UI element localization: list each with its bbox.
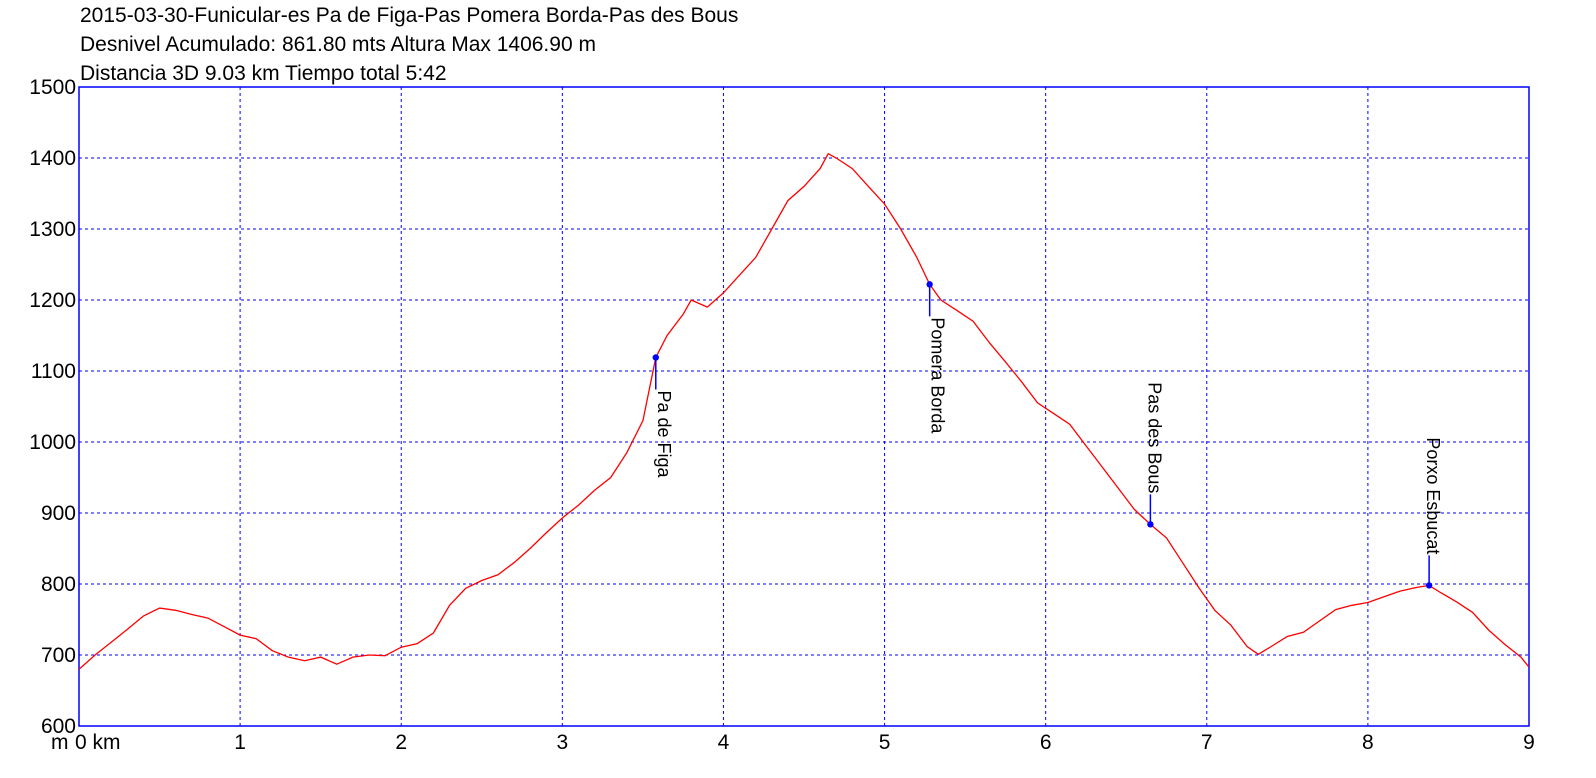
waypoint: Pa de Figa [652,354,674,479]
y-tick-label: 900 [41,502,76,525]
y-tick-label: 600 [41,715,76,738]
y-tick-label: 1300 [29,218,76,241]
x-tick-label: 2 [395,731,407,754]
waypoint-markers: Pa de Figa Pomera Borda Pas des Bous Porxo … [652,281,1443,589]
elevation-line [78,152,1530,670]
y-tick-label: 1400 [29,147,76,170]
x-tick-label: 0 km [75,731,121,754]
x-tick-label: 9 [1523,731,1535,754]
chart-subtitle-distance: Distancia 3D 9.03 km Tiempo total 5:42 [80,62,447,85]
waypoint: Porxo Esbucat [1423,437,1443,589]
y-tick-label: 1200 [29,289,76,312]
y-tick-label: 800 [41,573,76,596]
waypoint-label: Porxo Esbucat [1423,437,1443,554]
x-tick-label: 6 [1040,731,1052,754]
y-tick-label: 1100 [31,360,76,383]
x-tick-label: 1 [234,731,246,754]
waypoint: Pas des Bous [1144,382,1164,528]
grid-lines [79,87,1529,726]
y-tick-label: 1500 [29,76,76,99]
axis-ticks: 600 700 800 900 1000 1100 1200 1300 1400 1500 0 km… [29,76,1535,754]
waypoint-label: Pas des Bous [1144,382,1164,493]
plot-frame [78,86,1530,727]
x-tick-label: 4 [718,731,730,754]
chart-title: 2015-03-30-Funicular-es Pa de Figa-Pas P… [80,4,739,27]
waypoint-label: Pa de Figa [654,391,674,479]
x-tick-label: 7 [1201,731,1213,754]
x-tick-label: 8 [1362,731,1374,754]
x-tick-label: 5 [879,731,891,754]
y-tick-label: 1000 [29,431,76,454]
x-tick-label: 3 [556,731,568,754]
y-axis-unit-label: m [51,731,69,754]
y-tick-label: 700 [41,644,76,667]
chart-subtitle-elevation: Desnivel Acumulado: 861.80 mts Altura Ma… [80,33,596,56]
waypoint-label: Pomera Borda [928,317,948,434]
waypoint: Pomera Borda [926,281,948,434]
